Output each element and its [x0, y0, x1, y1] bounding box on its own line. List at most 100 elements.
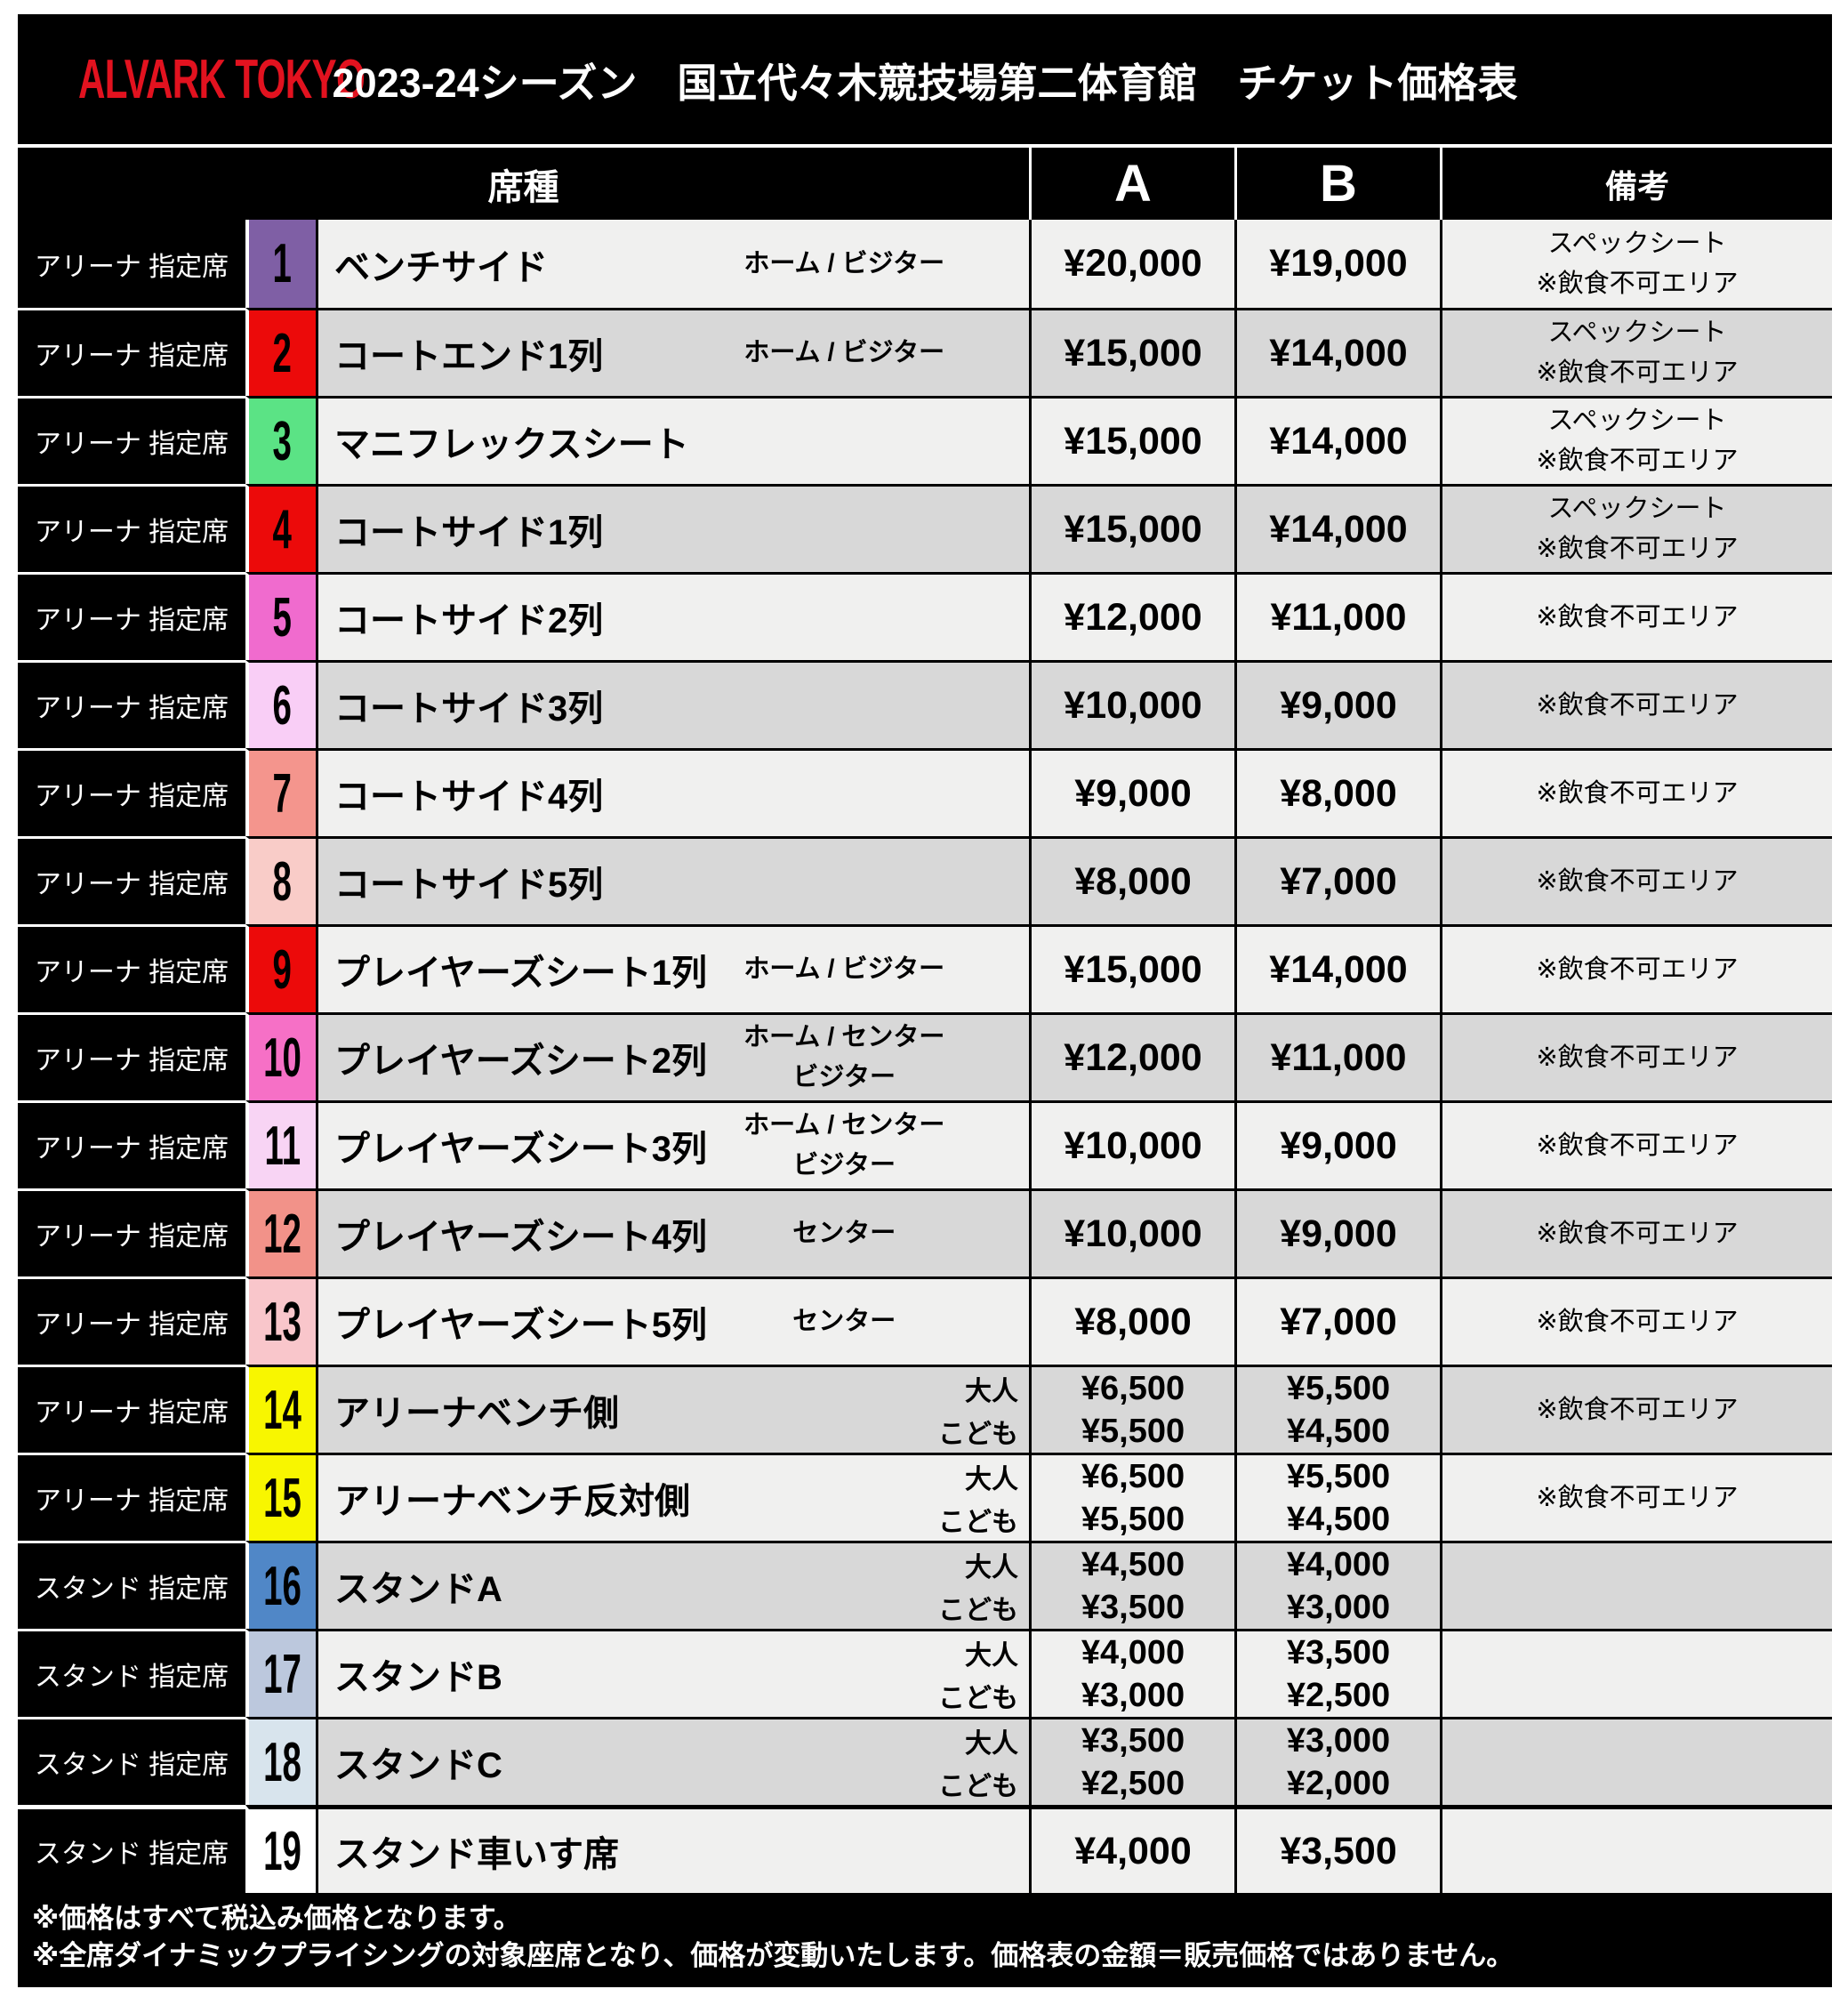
seat-number: 14	[263, 1379, 301, 1441]
line: ¥12,000	[1064, 1035, 1202, 1079]
price-a: ¥15,000	[1029, 396, 1234, 484]
seat-sublabel: 大人 こども	[938, 1367, 1018, 1453]
seat-number: 3	[272, 410, 293, 472]
line: センター	[792, 1219, 896, 1248]
line: ※飲食不可エリア	[1536, 358, 1739, 387]
seat-number: 18	[263, 1731, 301, 1793]
seat-name-cell: コートサイド2列	[318, 572, 1029, 660]
remarks: ※飲食不可エリア	[1440, 572, 1832, 660]
remarks: ※飲食不可エリア	[1440, 1100, 1832, 1188]
seat-name: プレイヤーズシート1列	[334, 954, 708, 993]
line: ¥9,000	[1280, 1212, 1397, 1255]
remarks: ※飲食不可エリア	[1440, 924, 1832, 1012]
line: ¥4,500	[1286, 1500, 1391, 1538]
line: ビジター	[792, 1151, 896, 1180]
price-a: ¥12,000	[1029, 572, 1234, 660]
line: ¥5,500	[1081, 1500, 1185, 1538]
remarks: ※飲食不可エリア	[1440, 748, 1832, 836]
seat-name: コートサイド5列	[334, 866, 604, 905]
line: ホーム / ビジター	[743, 954, 945, 984]
seat-name-cell: コートサイド5列	[318, 836, 1029, 924]
seat-sublabel: ホーム / センター ビジター	[687, 1018, 1000, 1098]
table-body: アリーナ 指定席 1 ベンチサイド ホーム / ビジター ¥20,000 ¥19…	[18, 220, 1832, 1893]
area-label: アリーナ 指定席	[18, 1276, 245, 1365]
remarks: ※飲食不可エリア	[1440, 1188, 1832, 1276]
line: 大人	[965, 1465, 1018, 1494]
line: 大人	[965, 1553, 1018, 1582]
seat-sublabel: センター	[687, 1214, 1000, 1254]
line: こども	[938, 1684, 1018, 1713]
price-a: ¥6,500 ¥5,500	[1029, 1453, 1234, 1541]
line: ¥2,500	[1286, 1676, 1391, 1714]
column-header-price-a: A	[1029, 148, 1234, 220]
table-row: アリーナ 指定席 7 コートサイド4列 ¥9,000 ¥8,000 ※飲食不可エ…	[18, 748, 1832, 836]
remarks	[1440, 1541, 1832, 1629]
line: ※飲食不可エリア	[1536, 1395, 1739, 1424]
table-row: アリーナ 指定席 3 マニフレックスシート ¥15,000 ¥14,000 スペ…	[18, 396, 1832, 484]
price-a: ¥9,000	[1029, 748, 1234, 836]
seat-number: 5	[272, 586, 293, 648]
remarks: ※飲食不可エリア	[1440, 1453, 1832, 1541]
line: ¥3,000	[1286, 1721, 1391, 1760]
table-row: スタンド 指定席 19 スタンド車いす席 ¥4,000 ¥3,500	[18, 1805, 1832, 1893]
area-label: スタンド 指定席	[18, 1629, 245, 1717]
area-label: アリーナ 指定席	[18, 396, 245, 484]
seat-name-cell: プレイヤーズシート5列 センター	[318, 1276, 1029, 1365]
price-b: ¥4,000 ¥3,000	[1234, 1541, 1440, 1629]
line: ※飲食不可エリア	[1536, 269, 1739, 298]
line: ¥7,000	[1280, 859, 1397, 903]
table-row: スタンド 指定席 16 スタンドA 大人 こども ¥4,500 ¥3,500 ¥4,…	[18, 1541, 1832, 1629]
line: ※飲食不可エリア	[1536, 690, 1739, 720]
table-row: アリーナ 指定席 11 プレイヤーズシート3列 ホーム / センター ビジター ¥…	[18, 1100, 1832, 1188]
line: ¥15,000	[1064, 331, 1202, 374]
seat-name: プレイヤーズシート4列	[334, 1218, 708, 1257]
line: ※飲食不可エリア	[1536, 602, 1739, 632]
seat-number: 12	[263, 1203, 301, 1265]
table-row: スタンド 指定席 18 スタンドC 大人 こども ¥3,500 ¥2,500 ¥3,…	[18, 1717, 1832, 1805]
line: ¥3,500	[1081, 1721, 1185, 1760]
price-b: ¥5,500 ¥4,500	[1234, 1453, 1440, 1541]
seat-name: コートサイド1列	[334, 513, 604, 552]
line: ¥11,000	[1270, 595, 1407, 639]
area-label: アリーナ 指定席	[18, 660, 245, 748]
seat-name-cell: コートエンド1列 ホーム / ビジター	[318, 308, 1029, 396]
price-a: ¥10,000	[1029, 1188, 1234, 1276]
line: ¥12,000	[1064, 595, 1202, 639]
line: ※飲食不可エリア	[1536, 778, 1739, 808]
line: ※飲食不可エリア	[1536, 1219, 1739, 1248]
area-label: アリーナ 指定席	[18, 220, 245, 308]
area-label: アリーナ 指定席	[18, 1188, 245, 1276]
line: ※飲食不可エリア	[1536, 535, 1739, 563]
seat-name-cell: アリーナベンチ反対側 大人 こども	[318, 1453, 1029, 1541]
line: ¥9,000	[1280, 683, 1397, 727]
line: ¥3,500	[1286, 1633, 1391, 1671]
remarks	[1440, 1717, 1832, 1805]
table-row: アリーナ 指定席 14 アリーナベンチ側 大人 こども ¥6,500 ¥5,500 …	[18, 1365, 1832, 1453]
seat-number-badge: 4	[245, 484, 318, 572]
line: スペックシート	[1547, 407, 1727, 436]
line: スペックシート	[1547, 318, 1727, 348]
price-a: ¥6,500 ¥5,500	[1029, 1365, 1234, 1453]
footer-note-2: ※全席ダイナミックプライシングの対象座席となり、価格が変動いたします。価格表の金…	[32, 1939, 1515, 1971]
price-b: ¥11,000	[1234, 1012, 1440, 1100]
line: ¥8,000	[1280, 771, 1397, 815]
remarks	[1440, 1805, 1832, 1893]
line: ※飲食不可エリア	[1536, 866, 1739, 896]
price-a: ¥20,000	[1029, 220, 1234, 308]
table-row: アリーナ 指定席 9 プレイヤーズシート1列 ホーム / ビジター ¥15,00…	[18, 924, 1832, 1012]
line: ¥5,500	[1286, 1369, 1391, 1407]
line: ホーム / センター	[743, 1023, 945, 1052]
seat-name: ベンチサイド	[334, 247, 548, 287]
seat-name: マニフレックスシート	[334, 425, 689, 464]
seat-sublabel: ホーム / ビジター	[687, 334, 1000, 374]
line: ¥10,000	[1064, 1123, 1202, 1167]
line: ¥14,000	[1269, 419, 1408, 463]
line: ¥15,000	[1064, 947, 1202, 991]
seat-number-badge: 9	[245, 924, 318, 1012]
area-label: アリーナ 指定席	[18, 308, 245, 396]
seat-name-cell: アリーナベンチ側 大人 こども	[318, 1365, 1029, 1453]
remarks: ※飲食不可エリア	[1440, 1365, 1832, 1453]
remarks: スペックシート ※飲食不可エリア	[1440, 484, 1832, 572]
seat-number: 16	[263, 1555, 301, 1617]
